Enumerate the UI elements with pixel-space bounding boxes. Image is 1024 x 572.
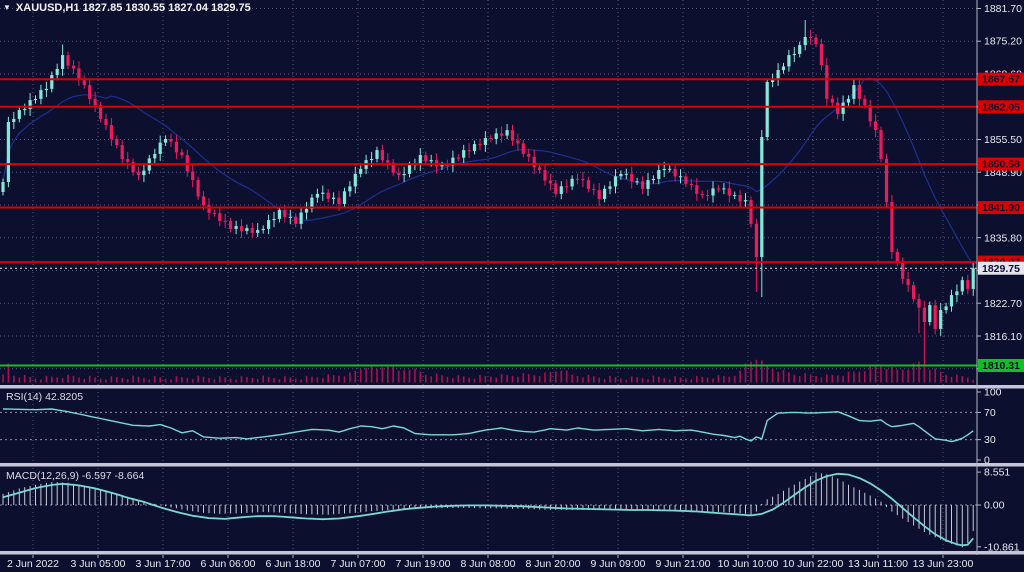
time-axis-label: 8 Jun 20:00 xyxy=(526,558,581,570)
macd-tick-label: -10.861 xyxy=(984,541,1020,553)
rsi-tick-label: 0 xyxy=(984,455,990,467)
rsi-tick-label: 70 xyxy=(984,407,996,419)
time-axis-label: 6 Jun 06:00 xyxy=(201,558,256,570)
svg-text:1867.57: 1867.57 xyxy=(982,74,1020,86)
price-tick-label: 1881.70 xyxy=(984,3,1022,15)
time-axis[interactable]: 2 Jun 2022 3 Jun 05:00 3 Jun 17:00 6 Jun 06… xyxy=(7,555,974,570)
candlesticks xyxy=(1,20,975,366)
separator-macd-axis[interactable] xyxy=(0,551,1024,555)
time-axis-label: 9 Jun 09:00 xyxy=(591,558,646,570)
horizontal-lines xyxy=(0,78,977,367)
time-axis-label: 8 Jun 08:00 xyxy=(461,558,516,570)
time-axis-label: 10 Jun 22:00 xyxy=(783,558,844,570)
time-axis-label: 3 Jun 17:00 xyxy=(136,558,191,570)
price-tick-label: 1875.20 xyxy=(984,36,1022,48)
time-axis-label: 9 Jun 21:00 xyxy=(656,558,711,570)
time-axis-label: 13 Jun 11:00 xyxy=(848,558,908,570)
svg-text:1841.90: 1841.90 xyxy=(982,202,1020,214)
price-tick-label: 1835.80 xyxy=(984,233,1022,245)
hline-price-label xyxy=(978,201,1024,214)
time-axis-label: 7 Jun 19:00 xyxy=(396,558,451,570)
rsi-tick-label: 100 xyxy=(984,387,1002,399)
separator-rsi-macd[interactable] xyxy=(0,463,1024,467)
price-tick-label: 1855.50 xyxy=(984,134,1022,146)
time-axis-label: 3 Jun 05:00 xyxy=(71,558,126,570)
volume-bars xyxy=(2,359,975,383)
time-axis-label: 13 Jun 23:00 xyxy=(913,558,974,570)
svg-text:1862.05: 1862.05 xyxy=(982,101,1020,113)
separator-main-rsi[interactable] xyxy=(0,385,1024,389)
time-axis-label: 7 Jun 07:00 xyxy=(331,558,386,570)
hline-price-label xyxy=(978,157,1024,171)
current-price-label xyxy=(978,261,1024,275)
hline-price-label xyxy=(978,72,1024,86)
macd-tick-label: 8.551 xyxy=(984,467,1010,479)
time-axis-label: 10 Jun 10:00 xyxy=(718,558,779,570)
price-tick-label: 1822.70 xyxy=(984,298,1022,310)
time-axis-label: 6 Jun 18:00 xyxy=(266,558,321,570)
svg-text:1850.58: 1850.58 xyxy=(982,159,1020,171)
hline-price-labels: 1867.571862.051850.581841.901830.971810.… xyxy=(978,72,1024,372)
macd-tick-label: 0.00 xyxy=(984,500,1005,512)
macd-signal-line xyxy=(2,472,974,547)
rsi-line xyxy=(2,408,974,443)
hline-price-label xyxy=(978,100,1024,114)
svg-text:1829.75: 1829.75 xyxy=(982,263,1020,275)
hline-price-label xyxy=(978,359,1024,372)
time-axis-label: 2 Jun 2022 xyxy=(7,558,59,570)
price-tick-label: 1816.10 xyxy=(984,331,1022,343)
svg-text:1810.31: 1810.31 xyxy=(982,360,1020,372)
macd-pane xyxy=(0,472,977,548)
rsi-pane xyxy=(0,408,977,443)
rsi-tick-label: 30 xyxy=(984,434,996,446)
symbol-dropdown-icon[interactable]: ▼ xyxy=(3,3,11,12)
moving-average-line xyxy=(2,77,974,266)
